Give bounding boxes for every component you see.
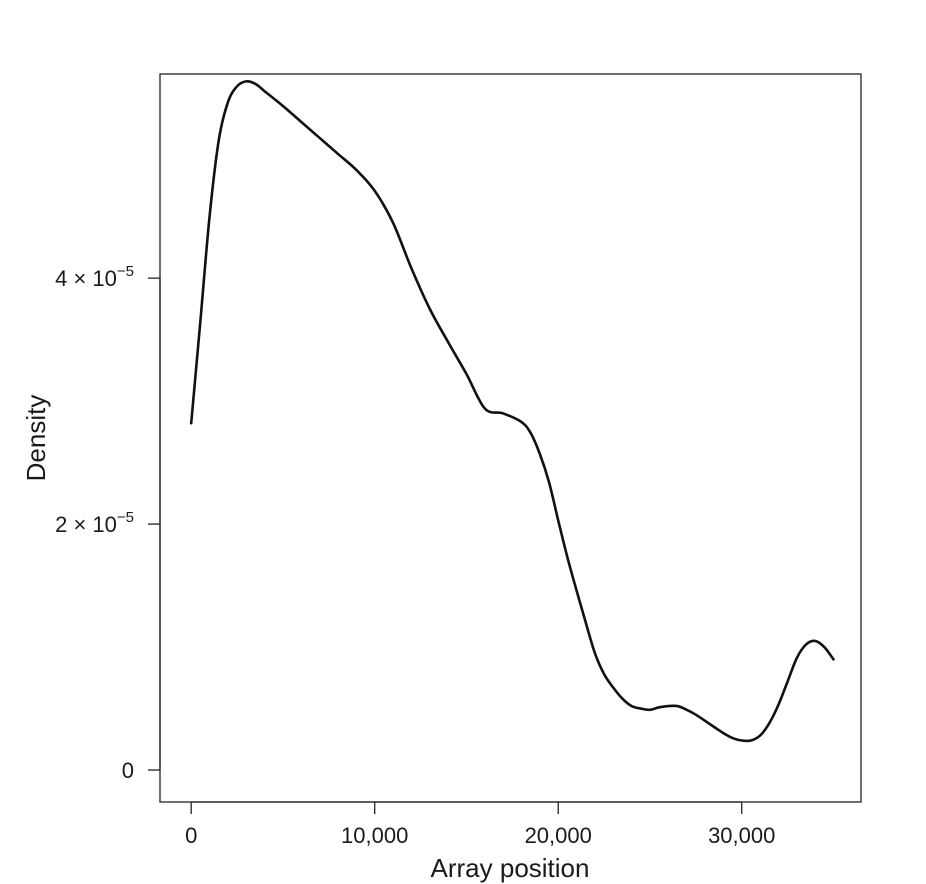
y-tick-mantissa: 2 × 10 (55, 512, 117, 537)
y-tick-exponent: −5 (117, 263, 134, 280)
y-tick-label: 4 × 10−5 (55, 263, 134, 291)
x-axis: 0 10,000 20,000 30,000 (185, 801, 775, 848)
x-tick-label: 0 (185, 823, 197, 848)
x-tick-label: 10,000 (341, 823, 408, 848)
y-tick-mantissa: 4 × 10 (55, 266, 117, 291)
plot-frame (159, 73, 862, 803)
x-axis-title: Array position (431, 853, 590, 883)
series-layer (189, 80, 835, 743)
x-tick-label: 20,000 (525, 823, 592, 848)
density-curve (189, 80, 835, 743)
y-tick-exponent: −5 (117, 509, 134, 526)
y-tick-label: 0 (122, 758, 134, 783)
y-tick-label: 2 × 10−5 (55, 509, 134, 537)
x-tick-label: 30,000 (708, 823, 775, 848)
y-axis-title: Density (21, 395, 51, 482)
y-axis: 02 × 10−54 × 10−5 (55, 263, 161, 783)
